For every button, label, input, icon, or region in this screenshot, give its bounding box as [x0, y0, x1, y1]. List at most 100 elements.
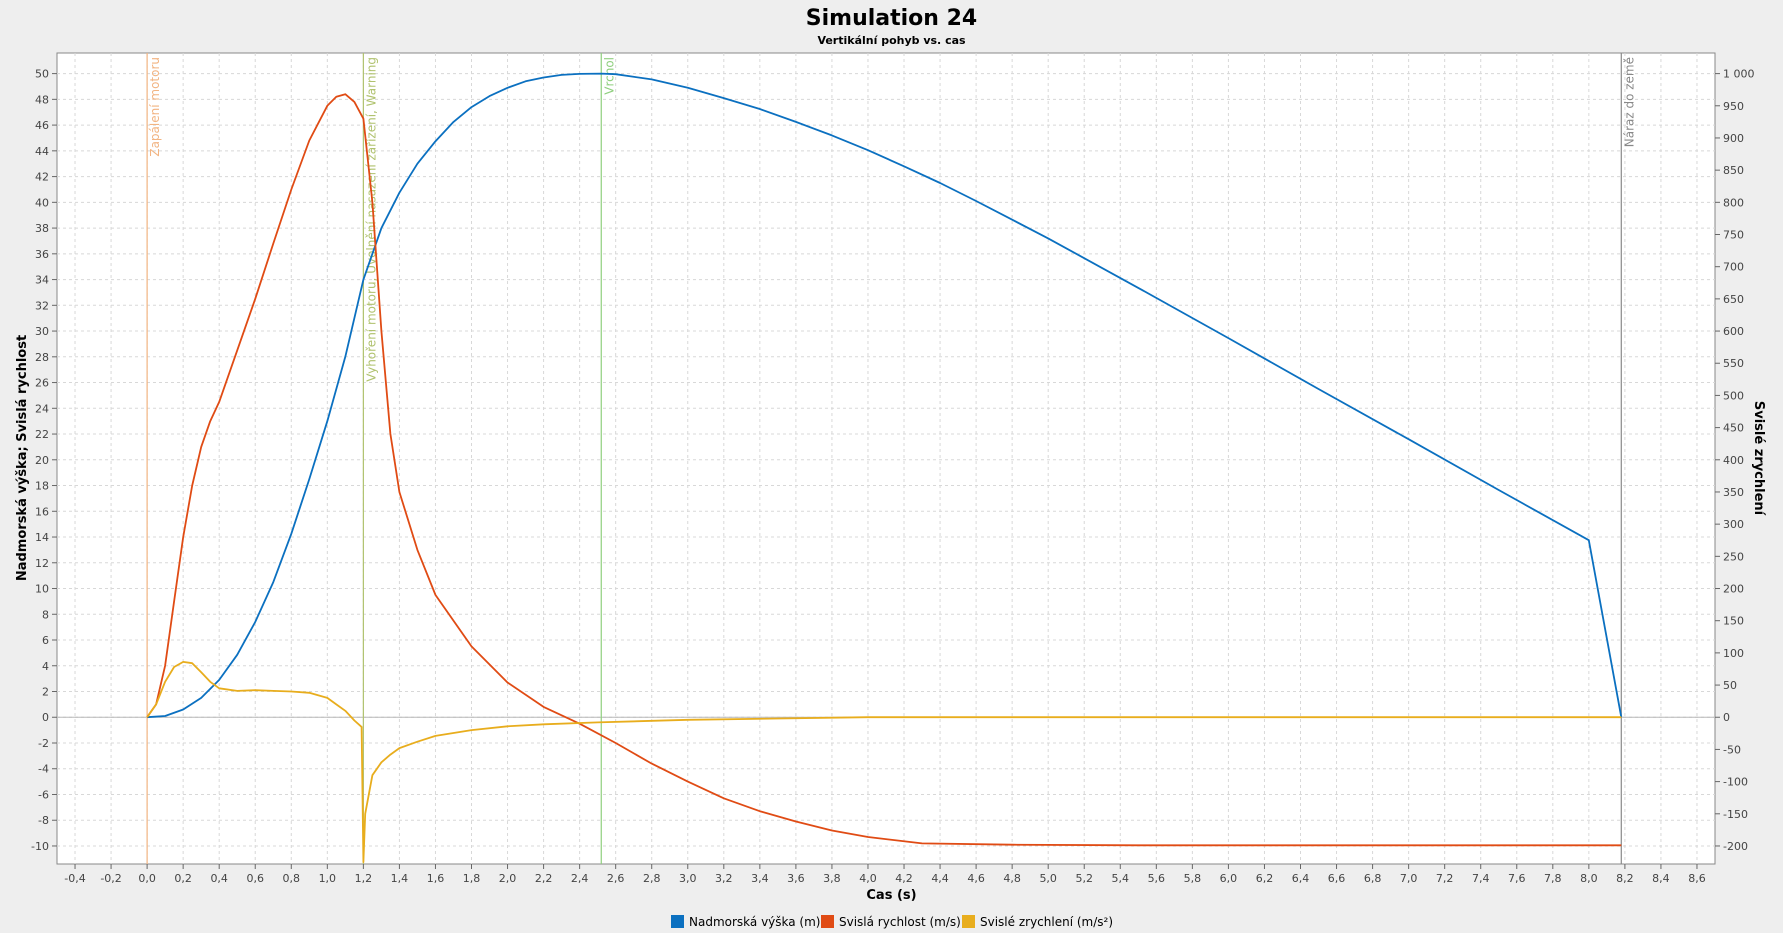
x-tick-label: 1,8 [463, 872, 481, 885]
left-y-tick-label: 16 [35, 505, 49, 518]
right-y-tick-label: 650 [1723, 293, 1744, 306]
annotation-label: Zapálení motoru [148, 57, 162, 157]
left-y-tick-label: 28 [35, 351, 49, 364]
right-y-tick-label: 300 [1723, 518, 1744, 531]
right-y-tick-label: 100 [1723, 647, 1744, 660]
x-tick-label: 5,0 [1039, 872, 1057, 885]
x-tick-label: 0,0 [138, 872, 156, 885]
right-y-tick-label: 600 [1723, 325, 1744, 338]
left-y-tick-label: 8 [42, 608, 49, 621]
right-y-tick-label: 750 [1723, 229, 1744, 242]
left-y-tick-label: 50 [35, 68, 49, 81]
x-tick-label: 3,0 [679, 872, 697, 885]
left-y-tick-label: 4 [42, 660, 49, 673]
x-tick-label: 7,0 [1400, 872, 1418, 885]
right-y-tick-label: 400 [1723, 454, 1744, 467]
right-y-tick-label: 250 [1723, 550, 1744, 563]
right-y-tick-label: 500 [1723, 389, 1744, 402]
left-y-axis-label: Nadmorská výška; Svislá rychlost [15, 335, 30, 581]
right-y-tick-label: 0 [1723, 711, 1730, 724]
right-y-tick-label: 350 [1723, 486, 1744, 499]
x-tick-label: 2,0 [499, 872, 517, 885]
x-tick-label: 6,8 [1364, 872, 1382, 885]
left-y-tick-label: 32 [35, 299, 49, 312]
annotation-label: Vrchol [602, 57, 616, 95]
grid-lines [57, 53, 1715, 864]
right-y-tick-label: 150 [1723, 615, 1744, 628]
legend-swatch [671, 915, 684, 928]
x-tick-label: 2,2 [535, 872, 553, 885]
series-line [146, 93, 1622, 847]
x-tick-label: 5,6 [1148, 872, 1166, 885]
right-y-tick-label: 850 [1723, 164, 1744, 177]
x-tick-label: 3,4 [751, 872, 769, 885]
x-tick-label: 5,2 [1075, 872, 1093, 885]
x-tick-label: 6,2 [1256, 872, 1274, 885]
x-tick-label: 3,8 [823, 872, 841, 885]
x-axis-ticks: -0,4 -0,2 0,0 0,2 0,4 0,6 0,8 1,0 1,2 1,4 1,6 1,8 2,… [64, 864, 1706, 885]
left-y-axis-ticks: -10-8-6-4-202468101214161820222426283032… [31, 68, 57, 853]
left-y-tick-label: 20 [35, 454, 49, 467]
right-y-tick-label: 950 [1723, 100, 1744, 113]
x-tick-label: 2,4 [571, 872, 589, 885]
right-y-tick-label: 200 [1723, 583, 1744, 596]
right-y-tick-label: -150 [1723, 808, 1748, 821]
x-tick-label: 6,6 [1328, 872, 1346, 885]
right-y-tick-label: 450 [1723, 422, 1744, 435]
right-y-tick-label: 700 [1723, 261, 1744, 274]
left-y-tick-label: 36 [35, 248, 49, 261]
x-tick-label: 1,4 [391, 872, 409, 885]
left-y-tick-label: 0 [42, 711, 49, 724]
legend-swatch [962, 915, 975, 928]
x-tick-label: 7,2 [1436, 872, 1454, 885]
left-y-tick-label: -10 [31, 840, 49, 853]
right-y-tick-label: 800 [1723, 196, 1744, 209]
x-tick-label: -0,2 [100, 872, 121, 885]
x-tick-label: 2,8 [643, 872, 661, 885]
left-y-tick-label: 12 [35, 557, 49, 570]
left-y-tick-label: -2 [38, 737, 49, 750]
x-tick-label: 8,6 [1688, 872, 1706, 885]
x-tick-label: 4,4 [931, 872, 949, 885]
left-y-tick-label: 38 [35, 222, 49, 235]
chart-title: Simulation 24 [806, 6, 977, 31]
series-line [146, 661, 1622, 863]
left-y-tick-label: 40 [35, 196, 49, 209]
left-y-tick-label: 48 [35, 93, 49, 106]
x-tick-label: 2,6 [607, 872, 625, 885]
left-y-tick-label: -8 [38, 814, 49, 827]
right-y-tick-label: -200 [1723, 840, 1748, 853]
x-tick-label: 6,0 [1220, 872, 1238, 885]
x-tick-label: 7,6 [1508, 872, 1526, 885]
series-line [147, 72, 1623, 719]
right-y-tick-label: -50 [1723, 743, 1741, 756]
x-tick-label: 6,4 [1292, 872, 1310, 885]
x-tick-label: 5,4 [1112, 872, 1130, 885]
legend-swatch [821, 915, 834, 928]
x-tick-label: 4,2 [895, 872, 913, 885]
x-tick-label: 5,8 [1184, 872, 1202, 885]
left-y-tick-label: 2 [42, 686, 49, 699]
x-tick-label: 1,6 [427, 872, 445, 885]
data-series [146, 72, 1623, 863]
right-y-tick-label: -100 [1723, 776, 1748, 789]
x-tick-label: 0,6 [246, 872, 264, 885]
left-y-tick-label: 44 [35, 145, 49, 158]
right-y-tick-label: 1 000 [1723, 68, 1755, 81]
right-y-tick-label: 900 [1723, 132, 1744, 145]
legend-label: Svislá rychlost (m/s) [839, 915, 961, 929]
x-tick-label: -0,4 [64, 872, 85, 885]
left-y-tick-label: 14 [35, 531, 49, 544]
right-y-tick-label: 550 [1723, 357, 1744, 370]
left-y-tick-label: -6 [38, 788, 49, 801]
x-tick-label: 1,2 [355, 872, 373, 885]
x-tick-label: 0,2 [174, 872, 192, 885]
event-annotations: Zapálení motoru Vyhoření motoru, Uvolnění… [146, 53, 1636, 864]
x-tick-label: 1,0 [319, 872, 337, 885]
x-tick-label: 8,0 [1580, 872, 1598, 885]
left-y-tick-label: 6 [42, 634, 49, 647]
left-y-tick-label: -4 [38, 763, 49, 776]
x-tick-label: 0,8 [283, 872, 301, 885]
x-tick-label: 0,4 [210, 872, 228, 885]
